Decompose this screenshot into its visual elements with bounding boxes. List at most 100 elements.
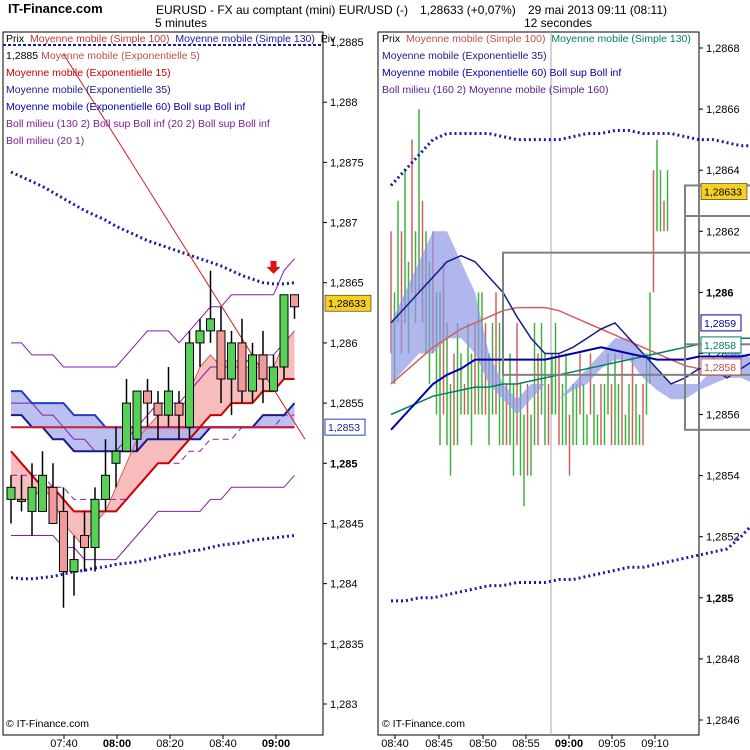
candle <box>164 366 173 428</box>
candle-body <box>111 450 121 464</box>
y-tick-label: 1,2864 <box>706 165 740 177</box>
candle-body <box>17 498 26 502</box>
x-tick-label: 07:40 <box>50 738 78 750</box>
x-tick-label: 08:55 <box>512 738 540 750</box>
y-tick-label: 1,2835 <box>330 639 364 651</box>
ma-band <box>11 391 295 452</box>
right-plot-frame <box>377 31 700 736</box>
y-tick-label: 1,2862 <box>706 226 740 238</box>
candle-body <box>279 294 289 368</box>
sma100-line <box>390 306 750 385</box>
candle-body <box>290 294 299 308</box>
candle <box>111 427 121 488</box>
legend-entry: Moyenne mobile (Exponentielle 15) <box>6 67 171 79</box>
legend-line: Moyenne mobile (Exponentielle 35) <box>6 82 338 99</box>
range-box <box>502 251 750 376</box>
x-tick-label: 08:50 <box>469 738 497 750</box>
chart-datetime: 29 mai 2013 09:11 (08:11) <box>528 3 667 17</box>
y-tick-label: 1,2856 <box>706 410 740 422</box>
legend-line: Boll milieu (160 2) Moyenne mobile (Simp… <box>382 82 694 99</box>
price-tag-label: 1,28633 <box>704 187 742 199</box>
x-tick-label: 08:40 <box>381 738 409 750</box>
sma130-line <box>390 337 750 416</box>
candle <box>132 390 142 452</box>
x-tick-label: 09:05 <box>598 738 626 750</box>
candle <box>101 439 110 512</box>
legend-entry: 1,2885 <box>6 50 39 62</box>
candle <box>80 511 89 572</box>
legend-entry: Moyenne mobile (Exponentielle 35) <box>6 84 171 96</box>
y-tick-label: 1,2865 <box>330 278 364 290</box>
candle <box>237 318 247 404</box>
legend-line: Boll milieu (20 1) <box>6 133 338 150</box>
boll130-lower-line <box>10 534 295 581</box>
candle <box>227 330 236 416</box>
y-tick-label: 1,2875 <box>330 157 364 169</box>
candle-body <box>258 354 268 380</box>
candle-body <box>6 486 16 500</box>
ema60-line <box>390 346 750 431</box>
legend-line: Prix Moyenne mobile (Simple 100) Moyenne… <box>6 31 338 48</box>
legend-entry: Moyenne mobile (Simple 100) <box>406 33 546 45</box>
candle <box>69 535 79 596</box>
candle <box>90 487 100 572</box>
x-tick-label: 08:20 <box>156 738 184 750</box>
boll-lower-line <box>391 524 750 603</box>
legend-line: Moyenne mobile (Exponentielle 60) Boll s… <box>382 65 694 82</box>
candle <box>174 391 184 440</box>
candle <box>143 379 152 428</box>
ma-tag-label: 1,2858 <box>704 340 736 352</box>
candle-body <box>38 474 47 512</box>
legend-entry: Moyenne mobile (Exponentielle 60) Boll s… <box>6 101 246 113</box>
legend-entry: Moyenne mobile (Exponentielle 5) <box>41 50 200 62</box>
candle-body <box>132 390 142 440</box>
instrument-title: EURUSD - FX au comptant (mini) EUR/USD (… <box>156 3 409 17</box>
y-tick-label: 1,283 <box>330 699 358 711</box>
candle <box>290 294 299 319</box>
candle-body <box>164 390 173 416</box>
candle-body <box>27 486 37 512</box>
candle <box>269 354 278 392</box>
brand-logo: IT-Finance.com <box>8 1 103 16</box>
candle-body <box>90 498 100 549</box>
candle-body <box>101 474 110 500</box>
y-tick-label: 1,286 <box>330 338 358 350</box>
ema35-line <box>390 254 750 385</box>
ma-tag-box <box>700 336 742 354</box>
y-tick-label: 1,2885 <box>330 37 364 49</box>
y-tick-label: 1,285 <box>706 593 734 605</box>
legend-entry: Moyenne mobile (Simple 130) <box>548 33 691 45</box>
legend-line: Moyenne mobile (Exponentielle 35) <box>382 48 694 65</box>
candle-body <box>174 402 184 416</box>
candle-body <box>59 510 68 573</box>
legend-line: Prix Moyenne mobile (Simple 100) Moyenne… <box>382 31 694 48</box>
y-tick-label: 1,2852 <box>706 532 740 544</box>
y-tick-label: 1,2846 <box>706 715 740 727</box>
candle <box>279 294 289 380</box>
candle <box>216 306 226 404</box>
ma-tag-box <box>700 314 742 332</box>
y-tick-label: 1,2866 <box>706 104 740 116</box>
legend-entry: Moyenne mobile (Simple 130) <box>172 33 315 45</box>
boll20-upper-line <box>11 258 295 368</box>
ema15-line <box>10 378 295 513</box>
ma-tag-label: 1,2853 <box>328 422 360 434</box>
boll-upper-line <box>389 129 750 187</box>
x-tick-label: 08:45 <box>425 738 453 750</box>
candle-body <box>206 318 215 332</box>
candle-body <box>227 342 236 380</box>
legend-entry: Prix <box>382 33 403 45</box>
ma-tag-box <box>700 358 742 376</box>
right-copyright: © IT-Finance.com <box>382 718 466 730</box>
candle-body <box>80 534 89 549</box>
candle-body <box>216 330 226 380</box>
price-tag-box <box>700 183 748 200</box>
x-tick-label: 09:10 <box>641 738 669 750</box>
legend-line: Moyenne mobile (Exponentielle 60) Boll s… <box>6 99 338 116</box>
y-tick-label: 1,2855 <box>330 398 364 410</box>
x-tick-label: 08:00 <box>103 738 131 750</box>
y-tick-label: 1,2854 <box>706 471 740 483</box>
y-tick-label: 1,2868 <box>706 43 740 55</box>
candle <box>195 318 205 367</box>
